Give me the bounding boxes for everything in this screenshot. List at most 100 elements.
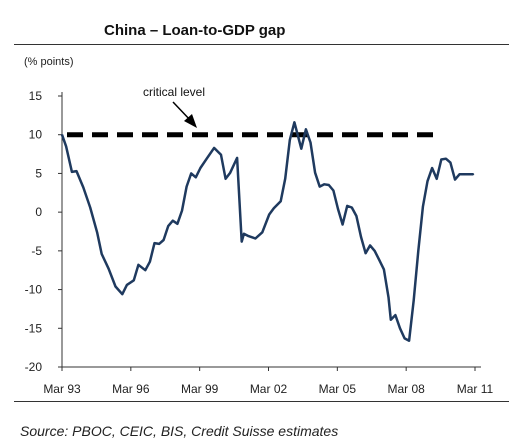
data-point xyxy=(220,154,222,156)
data-point xyxy=(236,157,238,159)
y-tick-label: 5 xyxy=(35,166,42,180)
data-point xyxy=(195,176,197,179)
data-point xyxy=(387,296,390,299)
data-point xyxy=(114,285,117,288)
data-point xyxy=(172,219,174,222)
x-tick-label: Mar 93 xyxy=(43,382,81,396)
data-point xyxy=(309,141,312,144)
data-point xyxy=(289,139,291,141)
data-point xyxy=(426,180,429,182)
data-point xyxy=(328,184,330,186)
data-point xyxy=(383,268,385,271)
data-point xyxy=(445,157,447,160)
title-rule xyxy=(14,44,509,45)
data-point xyxy=(355,215,358,217)
y-tick-label: 15 xyxy=(29,89,43,103)
data-point xyxy=(394,314,397,316)
data-point xyxy=(71,171,73,173)
data-point xyxy=(82,186,85,189)
data-point xyxy=(89,206,91,209)
data-point xyxy=(126,284,128,286)
data-point xyxy=(373,250,376,252)
data-point xyxy=(412,299,415,302)
data-point xyxy=(149,260,151,263)
data-point xyxy=(337,208,339,210)
data-point xyxy=(318,185,321,188)
data-point xyxy=(449,161,452,164)
data-point xyxy=(468,173,470,175)
data-point xyxy=(65,145,67,148)
data-point xyxy=(162,239,165,241)
data-point xyxy=(399,327,401,330)
data-point xyxy=(254,237,257,240)
data-point xyxy=(463,173,466,175)
data-point xyxy=(305,128,307,131)
data-point xyxy=(369,244,371,247)
data-point xyxy=(181,209,183,212)
data-point xyxy=(224,178,227,180)
y-axis-units: (% points) xyxy=(24,56,74,68)
x-tick-label: Mar 99 xyxy=(181,382,219,396)
annotation-arrow-head xyxy=(184,114,197,128)
data-point xyxy=(431,167,433,169)
x-tick-label: Mar 11 xyxy=(457,382,494,396)
data-point xyxy=(229,171,231,174)
data-point xyxy=(454,178,456,181)
data-point xyxy=(360,236,362,238)
data-point xyxy=(378,259,381,261)
data-point xyxy=(472,173,475,175)
source-rule xyxy=(14,401,509,402)
x-tick-label: Mar 05 xyxy=(319,382,357,396)
data-point xyxy=(435,178,438,180)
data-point xyxy=(75,170,78,172)
data-point xyxy=(96,231,98,234)
data-point xyxy=(408,339,410,342)
data-point xyxy=(167,225,169,227)
y-tick-label: -20 xyxy=(25,360,43,374)
y-tick-label: -15 xyxy=(25,321,43,335)
data-point xyxy=(364,252,367,254)
y-tick-label: -10 xyxy=(25,283,43,297)
data-point xyxy=(279,200,282,203)
data-point xyxy=(107,267,110,270)
data-point xyxy=(422,205,424,208)
y-tick-label: 0 xyxy=(35,205,42,219)
data-point xyxy=(213,147,215,149)
data-point xyxy=(346,205,349,207)
data-point xyxy=(144,269,147,272)
data-point xyxy=(153,242,156,244)
data-point xyxy=(261,231,264,234)
data-point xyxy=(268,213,271,216)
x-tick-label: Mar 02 xyxy=(250,382,288,396)
series-line xyxy=(60,121,474,342)
data-point xyxy=(158,243,160,245)
y-tick-label: 10 xyxy=(29,128,43,142)
data-point xyxy=(341,223,344,226)
data-point xyxy=(458,173,461,175)
data-point xyxy=(351,206,353,209)
data-point xyxy=(121,293,124,296)
data-point xyxy=(293,121,296,124)
data-point xyxy=(273,207,275,210)
x-tick-label: Mar 08 xyxy=(387,382,425,396)
data-point xyxy=(137,264,140,266)
data-point xyxy=(390,319,392,321)
data-point xyxy=(417,250,420,252)
data-point xyxy=(284,178,287,180)
data-point xyxy=(300,147,303,150)
data-point xyxy=(323,183,326,186)
data-point xyxy=(190,172,192,175)
source-note: Source: PBOC, CEIC, BIS, Credit Suisse e… xyxy=(20,423,339,439)
data-point xyxy=(206,157,208,159)
chart-title: China – Loan-to-GDP gap xyxy=(104,22,286,39)
data-point xyxy=(199,167,202,169)
data-point xyxy=(314,171,316,174)
data-point xyxy=(440,158,443,161)
data-point xyxy=(247,235,250,237)
data-point xyxy=(176,223,179,225)
critical-level-label: critical level xyxy=(143,85,205,99)
data-point xyxy=(100,253,103,255)
y-tick-label: -5 xyxy=(31,244,42,258)
